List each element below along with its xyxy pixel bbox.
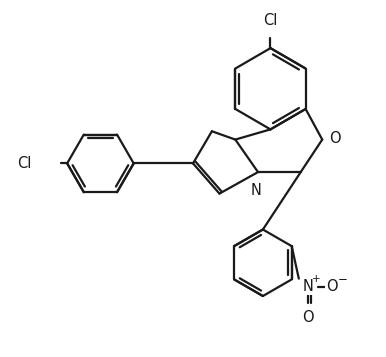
Text: +: + <box>312 274 321 284</box>
Text: −: − <box>337 273 347 286</box>
Text: Cl: Cl <box>17 156 31 171</box>
Text: N: N <box>303 280 314 295</box>
Text: O: O <box>329 131 341 146</box>
Text: O: O <box>303 310 314 325</box>
Text: Cl: Cl <box>263 14 278 29</box>
Text: N: N <box>251 183 262 198</box>
Text: O: O <box>326 280 337 295</box>
